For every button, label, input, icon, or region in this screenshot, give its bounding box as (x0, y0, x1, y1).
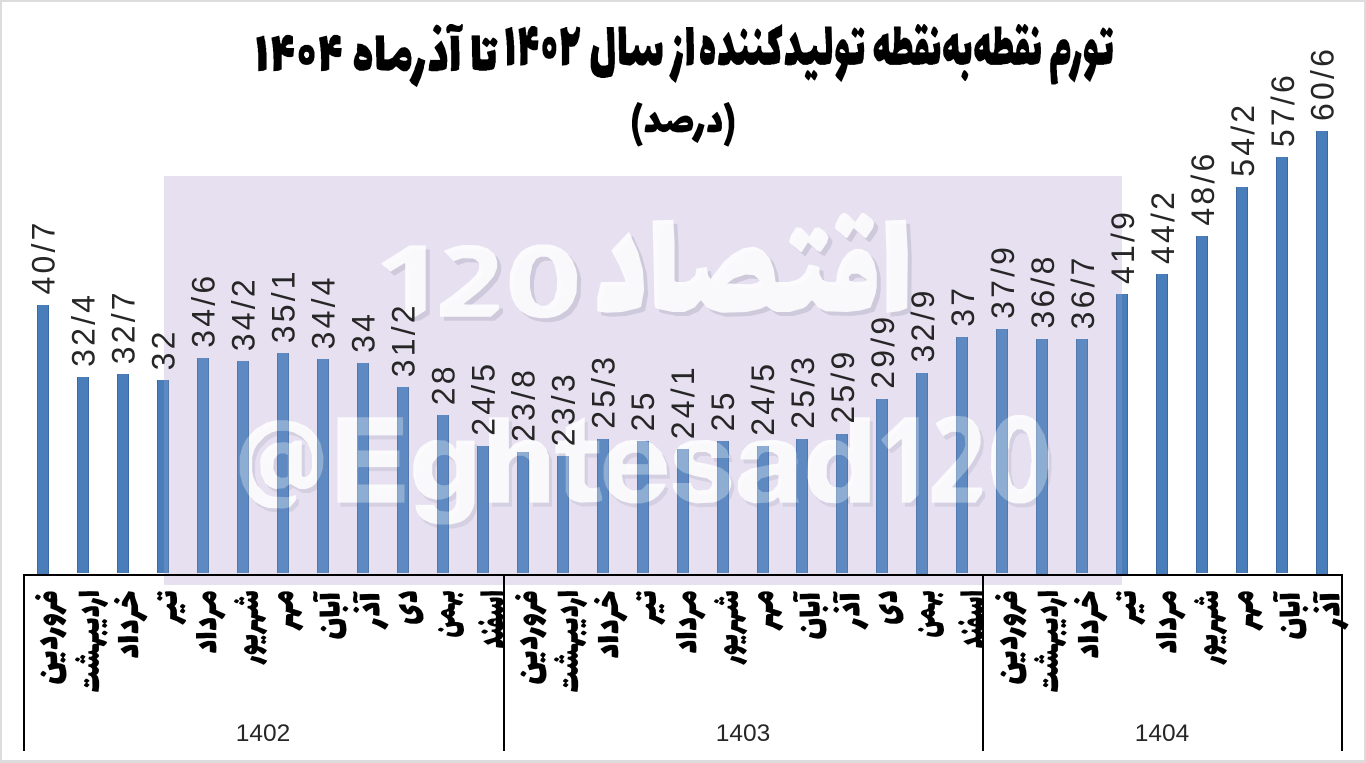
svg-text:25/3: 25/3 (785, 354, 821, 429)
svg-text:36/7: 36/7 (1065, 254, 1101, 329)
svg-text:32/4: 32/4 (66, 292, 102, 367)
svg-text:25/3: 25/3 (585, 354, 621, 429)
svg-text:29/9: 29/9 (865, 314, 901, 389)
svg-text:25: 25 (705, 389, 741, 431)
svg-text:54/2: 54/2 (1225, 102, 1261, 177)
svg-text:34/2: 34/2 (226, 276, 262, 351)
svg-text:57/6: 57/6 (1265, 72, 1301, 147)
svg-text:34/4: 34/4 (306, 274, 342, 349)
svg-text:60/6: 60/6 (1305, 46, 1341, 121)
svg-text:37/9: 37/9 (985, 244, 1021, 319)
svg-text:28: 28 (425, 363, 461, 405)
svg-text:37: 37 (945, 285, 981, 327)
svg-text:24/5: 24/5 (745, 361, 781, 436)
svg-text:24/1: 24/1 (665, 364, 701, 439)
svg-text:31/2: 31/2 (385, 302, 421, 377)
svg-text:48/6: 48/6 (1185, 151, 1221, 226)
svg-text:25/9: 25/9 (825, 349, 861, 424)
svg-text:25: 25 (625, 389, 661, 431)
svg-text:32/7: 32/7 (106, 289, 142, 364)
svg-text:23/8: 23/8 (505, 367, 541, 442)
svg-text:41/9: 41/9 (1105, 209, 1141, 284)
svg-text:32/9: 32/9 (905, 287, 941, 362)
svg-text:34/6: 34/6 (186, 273, 222, 348)
svg-text:44/2: 44/2 (1145, 189, 1181, 264)
svg-text:36/8: 36/8 (1025, 253, 1061, 328)
svg-text:40/7: 40/7 (26, 219, 62, 294)
svg-text:23/3: 23/3 (545, 371, 581, 446)
svg-text:34: 34 (346, 311, 382, 353)
svg-text:32: 32 (146, 328, 182, 370)
svg-text:24/5: 24/5 (465, 361, 501, 436)
svg-text:35/1: 35/1 (266, 268, 302, 343)
